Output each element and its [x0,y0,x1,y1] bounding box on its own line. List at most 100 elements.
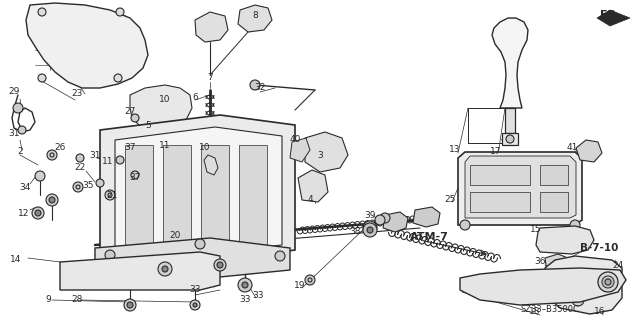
Polygon shape [115,127,282,252]
Polygon shape [460,268,626,305]
Text: 2: 2 [17,147,23,157]
Text: 15: 15 [531,226,541,234]
Circle shape [367,225,373,231]
Bar [540,192,568,212]
Polygon shape [305,132,348,172]
Circle shape [193,303,197,307]
Circle shape [570,220,580,230]
Text: 38: 38 [349,227,361,236]
Text: 9: 9 [45,295,51,305]
Polygon shape [60,252,220,290]
Circle shape [124,299,136,311]
Polygon shape [492,18,528,108]
Circle shape [38,8,46,16]
Text: 39: 39 [364,211,376,219]
Circle shape [116,156,124,164]
Text: 16: 16 [595,308,605,316]
Circle shape [363,221,377,235]
Polygon shape [536,226,594,254]
Polygon shape [413,207,440,227]
Text: 19: 19 [294,280,306,290]
Text: 37: 37 [124,144,136,152]
Text: FR.: FR. [600,10,621,20]
Circle shape [367,227,373,233]
Text: 10: 10 [199,144,211,152]
Text: 24: 24 [612,261,623,270]
Polygon shape [465,156,576,218]
Bar [470,192,530,212]
Polygon shape [298,170,328,202]
Text: 28: 28 [71,295,83,305]
Text: 21: 21 [106,190,118,199]
Circle shape [214,259,226,271]
Circle shape [506,135,514,143]
Text: ATM-7: ATM-7 [410,232,449,242]
Polygon shape [100,115,295,260]
Circle shape [363,223,377,237]
Circle shape [375,215,385,225]
Circle shape [242,282,248,288]
Circle shape [602,276,614,288]
Bar [502,133,518,145]
Text: 33: 33 [252,291,264,300]
Text: 26: 26 [54,144,66,152]
Polygon shape [170,128,196,148]
Bar [239,145,267,245]
Polygon shape [383,212,408,232]
Text: 13: 13 [449,145,461,154]
Text: 36: 36 [534,257,546,266]
Circle shape [380,213,390,223]
Bar [201,145,229,245]
Circle shape [47,150,57,160]
Circle shape [116,8,124,16]
Circle shape [217,262,223,268]
Text: 22: 22 [74,164,86,173]
Text: 35: 35 [83,181,93,189]
Text: 12: 12 [19,209,29,218]
Text: 8: 8 [252,11,258,19]
Text: 14: 14 [10,256,22,264]
Circle shape [76,154,84,162]
Polygon shape [195,12,228,42]
Circle shape [605,279,611,285]
Text: 32: 32 [254,84,266,93]
Text: 29: 29 [8,87,20,97]
Circle shape [131,171,139,179]
Text: 33: 33 [239,295,251,305]
Circle shape [305,275,315,285]
Polygon shape [458,152,582,225]
Text: 18: 18 [529,308,541,316]
Circle shape [46,194,58,206]
Circle shape [35,210,41,216]
Text: B-7-10: B-7-10 [580,243,618,253]
Circle shape [131,114,139,122]
Circle shape [598,272,618,292]
Text: 6: 6 [192,93,198,102]
Text: 20: 20 [170,231,180,240]
Text: 23: 23 [71,88,83,98]
Circle shape [105,250,115,260]
Text: 4: 4 [307,196,313,204]
Circle shape [13,103,23,113]
Text: 37: 37 [129,174,141,182]
Circle shape [572,294,584,306]
Polygon shape [26,3,148,88]
Bar [540,165,568,185]
Polygon shape [204,155,218,175]
Text: 11: 11 [102,158,114,167]
Circle shape [35,171,45,181]
Circle shape [73,182,83,192]
Text: 33: 33 [189,286,201,294]
Bar [125,145,153,245]
Text: 40: 40 [289,136,301,145]
Circle shape [238,278,252,292]
Circle shape [96,179,104,187]
Circle shape [105,190,115,200]
Bar [163,145,191,245]
Circle shape [114,74,122,82]
Polygon shape [130,85,192,130]
Polygon shape [545,254,570,275]
Circle shape [190,300,200,310]
Bar [470,165,530,185]
Polygon shape [238,5,272,32]
